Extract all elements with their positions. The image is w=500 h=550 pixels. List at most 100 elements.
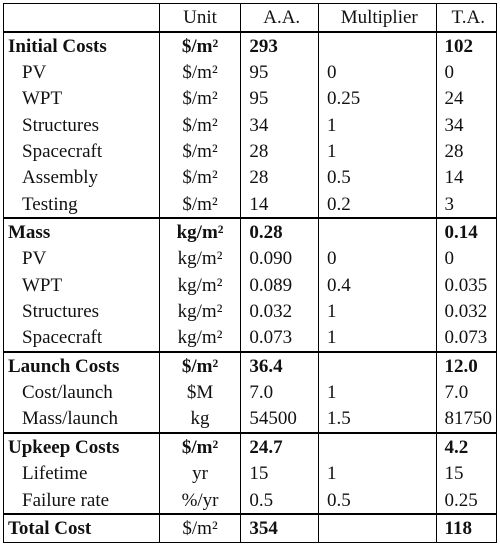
row-label: Mass	[3, 217, 160, 246]
row-label: WPT	[3, 85, 160, 113]
table-row: Spacecraft $/m² 28 1 28	[3, 138, 497, 165]
row-label: Launch Costs	[3, 351, 160, 380]
row-ta-value: 7.0	[435, 379, 497, 406]
header-aa: A.A.	[240, 3, 319, 33]
row-unit: $/m²	[158, 138, 242, 165]
table-row: Cost/launch $M 7.0 1 7.0	[3, 379, 497, 406]
row-label: PV	[3, 59, 160, 86]
row-aa-value: 28	[240, 164, 319, 192]
table-row: Mass/launch kg 54500 1.5 81750	[3, 405, 497, 434]
row-aa-value: 14	[240, 191, 319, 219]
header-unit: Unit	[158, 3, 242, 33]
row-multiplier: 1	[317, 138, 437, 165]
row-aa-value: 34	[240, 112, 319, 139]
row-unit: yr	[158, 460, 242, 487]
row-multiplier: 1	[317, 298, 437, 325]
table-row: Structures $/m² 34 1 34	[3, 112, 497, 139]
table-row: PV kg/m² 0.090 0 0	[3, 245, 497, 273]
row-aa-value: 95	[240, 85, 319, 113]
row-multiplier	[317, 30, 437, 60]
row-label: PV	[3, 245, 160, 273]
row-unit: kg/m²	[158, 324, 242, 353]
table-row: Testing $/m² 14 0.2 3	[3, 191, 497, 219]
row-unit: $/m²	[158, 164, 242, 192]
row-label: Cost/launch	[3, 379, 160, 406]
row-aa-value: 0.28	[240, 217, 319, 246]
row-aa-value: 354	[240, 513, 319, 543]
row-label: Testing	[3, 191, 160, 219]
row-aa-value: 0.089	[240, 272, 319, 299]
row-ta-value: 3	[435, 191, 497, 219]
row-ta-value: 0.073	[435, 324, 497, 353]
row-aa-value: 0.5	[240, 486, 319, 515]
section-row: Mass kg/m² 0.28 0.14	[3, 217, 497, 246]
row-label: Structures	[3, 298, 160, 325]
row-aa-value: 36.4	[240, 351, 319, 380]
row-aa-value: 54500	[240, 405, 319, 434]
row-multiplier: 0	[317, 245, 437, 273]
row-ta-value: 24	[435, 85, 497, 113]
row-ta-value: 34	[435, 112, 497, 139]
row-ta-value: 118	[435, 513, 497, 543]
row-label: Spacecraft	[3, 138, 160, 165]
row-multiplier: 0.5	[317, 164, 437, 192]
row-multiplier: 1.5	[317, 405, 437, 434]
row-ta-value: 0.25	[435, 486, 497, 515]
table-row: Assembly $/m² 28 0.5 14	[3, 164, 497, 192]
row-unit: $/m²	[158, 432, 242, 461]
row-multiplier: 1	[317, 324, 437, 353]
row-multiplier	[317, 513, 437, 543]
row-aa-value: 15	[240, 460, 319, 487]
section-row: Initial Costs $/m² 293 102	[3, 30, 497, 60]
row-label: Lifetime	[3, 460, 160, 487]
row-unit: kg	[158, 405, 242, 434]
row-ta-value: 14	[435, 164, 497, 192]
row-label: Upkeep Costs	[3, 432, 160, 461]
row-multiplier: 0.25	[317, 85, 437, 113]
row-unit: $/m²	[158, 351, 242, 380]
row-multiplier: 0.5	[317, 486, 437, 515]
row-unit: $/m²	[158, 191, 242, 219]
row-ta-value: 0.035	[435, 272, 497, 299]
row-multiplier: 0	[317, 59, 437, 86]
row-label: Assembly	[3, 164, 160, 192]
row-multiplier	[317, 432, 437, 461]
table-body: Initial Costs $/m² 293 102 PV $/m² 95 0 0 WPT $/m²…	[3, 30, 497, 543]
table-row: WPT $/m² 95 0.25 24	[3, 85, 497, 113]
row-unit: %/yr	[158, 486, 242, 515]
row-unit: kg/m²	[158, 298, 242, 325]
row-ta-value: 4.2	[435, 432, 497, 461]
table-row: WPT kg/m² 0.089 0.4 0.035	[3, 272, 497, 299]
row-unit: $/m²	[158, 59, 242, 86]
row-ta-value: 0	[435, 59, 497, 86]
row-unit: $M	[158, 379, 242, 406]
row-aa-value: 0.073	[240, 324, 319, 353]
row-unit: $/m²	[158, 30, 242, 60]
section-row: Launch Costs $/m² 36.4 12.0	[3, 351, 497, 380]
row-aa-value: 28	[240, 138, 319, 165]
cost-comparison-table: Unit A.A. Multiplier T.A. Initial Costs $…	[3, 3, 497, 543]
row-aa-value: 24.7	[240, 432, 319, 461]
row-aa-value: 293	[240, 30, 319, 60]
row-aa-value: 95	[240, 59, 319, 86]
header-multiplier: Multiplier	[317, 3, 437, 33]
row-label: Initial Costs	[3, 30, 160, 60]
table-row: Structures kg/m² 0.032 1 0.032	[3, 298, 497, 325]
row-multiplier: 1	[317, 379, 437, 406]
row-label: Structures	[3, 112, 160, 139]
row-aa-value: 0.090	[240, 245, 319, 273]
row-multiplier: 0.4	[317, 272, 437, 299]
section-row: Upkeep Costs $/m² 24.7 4.2	[3, 432, 497, 461]
table-row: Spacecraft kg/m² 0.073 1 0.073	[3, 324, 497, 353]
row-unit: $/m²	[158, 112, 242, 139]
row-multiplier: 0.2	[317, 191, 437, 219]
row-ta-value: 0	[435, 245, 497, 273]
row-label: Total Cost	[3, 513, 160, 543]
header-ta: T.A.	[435, 3, 497, 33]
row-unit: kg/m²	[158, 217, 242, 246]
table-row: Failure rate %/yr 0.5 0.5 0.25	[3, 486, 497, 515]
row-aa-value: 7.0	[240, 379, 319, 406]
total-row: Total Cost $/m² 354 118	[3, 513, 497, 543]
row-ta-value: 28	[435, 138, 497, 165]
header-label	[3, 3, 160, 33]
